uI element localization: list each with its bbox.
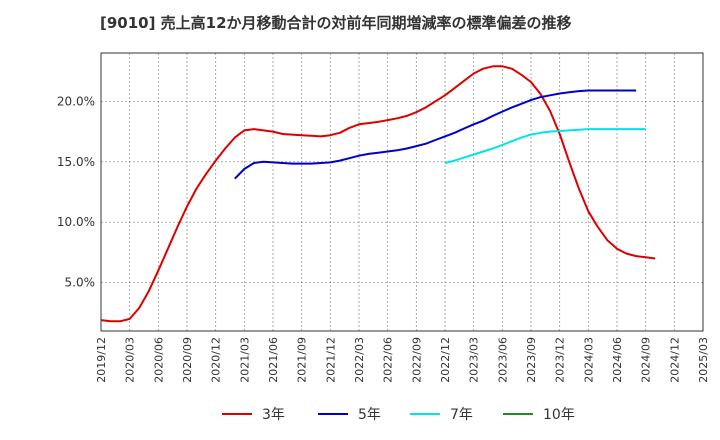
series-lines xyxy=(100,65,656,323)
series-line-2 xyxy=(444,128,646,164)
x-tick-label: 2024/03 xyxy=(582,337,595,383)
x-tick-label: 2020/06 xyxy=(152,337,165,383)
x-tick-label: 2019/12 xyxy=(95,337,108,383)
x-tick-label: 2022/06 xyxy=(382,337,395,383)
legend: 3年 5年 7年 10年 xyxy=(222,407,575,423)
x-tick-label: 2023/03 xyxy=(468,337,481,383)
series-line-1 xyxy=(234,89,637,180)
x-tick-label: 2022/03 xyxy=(353,337,366,383)
y-tick-label: 10.0% xyxy=(57,215,95,229)
plot-area xyxy=(100,52,704,332)
x-tick-label: 2020/09 xyxy=(181,337,194,383)
x-tick-label: 2024/12 xyxy=(668,337,681,383)
legend-label-0: 3年 xyxy=(262,407,285,423)
x-tick-label: 2022/12 xyxy=(439,337,452,383)
series-line-0 xyxy=(100,65,656,323)
y-tick-label: 15.0% xyxy=(57,155,95,169)
y-tick-label: 20.0% xyxy=(57,94,95,108)
x-tick-label: 2021/12 xyxy=(324,337,337,383)
legend-label-1: 5年 xyxy=(358,407,381,423)
x-tick-label: 2020/12 xyxy=(210,337,223,383)
legend-label-3: 10年 xyxy=(543,407,575,423)
x-tick-label: 2024/09 xyxy=(640,337,653,383)
y-axis-ticks: 5.0% 10.0% 15.0% 20.0% xyxy=(57,94,95,289)
chart-title: [9010] 売上高12か月移動合計の対前年同期増減率の標準偏差の推移 xyxy=(100,14,572,32)
legend-label-2: 7年 xyxy=(450,407,473,423)
x-tick-label: 2023/12 xyxy=(554,337,567,383)
y-tick-label: 5.0% xyxy=(65,276,96,290)
x-tick-label: 2020/03 xyxy=(124,337,137,383)
x-tick-label: 2023/06 xyxy=(496,337,509,383)
x-axis-ticks: 2019/12 2020/03 2020/06 2020/09 2020/12 2021/… xyxy=(95,337,710,383)
x-tick-label: 2023/09 xyxy=(525,337,538,383)
x-tick-label: 2021/09 xyxy=(296,337,309,383)
x-tick-label: 2024/06 xyxy=(611,337,624,383)
x-tick-label: 2021/06 xyxy=(267,337,280,383)
grid xyxy=(101,53,703,331)
x-tick-label: 2021/03 xyxy=(238,337,251,383)
x-tick-label: 2025/03 xyxy=(697,337,710,383)
x-tick-label: 2022/09 xyxy=(410,337,423,383)
